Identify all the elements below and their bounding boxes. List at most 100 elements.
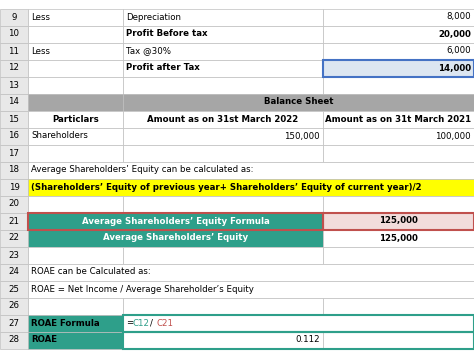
Bar bbox=[0, 94, 28, 111]
Text: 28: 28 bbox=[9, 336, 19, 345]
Text: Less: Less bbox=[31, 46, 50, 55]
Bar bbox=[323, 212, 474, 230]
Bar bbox=[28, 145, 123, 161]
Text: Profit after Tax: Profit after Tax bbox=[126, 64, 200, 72]
Bar bbox=[0, 246, 28, 263]
Text: 17: 17 bbox=[9, 149, 19, 157]
Bar bbox=[28, 111, 123, 127]
Text: Tax @30%: Tax @30% bbox=[126, 46, 171, 55]
Bar bbox=[28, 76, 123, 94]
Bar bbox=[323, 246, 474, 263]
Bar bbox=[28, 25, 123, 42]
Bar bbox=[28, 332, 123, 348]
Text: ROAE Formula: ROAE Formula bbox=[31, 318, 100, 327]
Bar bbox=[0, 230, 28, 246]
Text: Depreciation: Depreciation bbox=[126, 12, 181, 21]
Bar bbox=[0, 42, 28, 60]
Bar bbox=[123, 76, 323, 94]
Text: 25: 25 bbox=[9, 285, 19, 293]
Bar bbox=[0, 263, 28, 281]
Bar bbox=[123, 42, 323, 60]
Bar bbox=[28, 212, 323, 230]
Text: 22: 22 bbox=[9, 233, 19, 242]
Text: 24: 24 bbox=[9, 267, 19, 277]
Text: 18: 18 bbox=[9, 166, 19, 175]
Bar bbox=[123, 297, 323, 315]
Text: 19: 19 bbox=[9, 182, 19, 191]
Bar bbox=[28, 263, 474, 281]
Text: 8,000: 8,000 bbox=[447, 12, 471, 21]
Text: Amount as on 31st March 2022: Amount as on 31st March 2022 bbox=[147, 115, 299, 124]
Bar bbox=[28, 9, 123, 25]
Bar bbox=[0, 281, 28, 297]
Bar bbox=[0, 212, 28, 230]
Text: Average Shareholders’ Equity can be calculated as:: Average Shareholders’ Equity can be calc… bbox=[31, 166, 254, 175]
Text: 150,000: 150,000 bbox=[284, 131, 320, 141]
Text: ROAE = Net Income / Average Shareholder’s Equity: ROAE = Net Income / Average Shareholder’… bbox=[31, 285, 254, 293]
Bar bbox=[28, 178, 474, 196]
Text: 20,000: 20,000 bbox=[438, 30, 471, 39]
Text: 12: 12 bbox=[9, 64, 19, 72]
Text: /: / bbox=[150, 318, 153, 327]
Text: 0.112: 0.112 bbox=[295, 336, 320, 345]
Bar bbox=[323, 332, 474, 348]
Bar bbox=[323, 230, 474, 246]
Bar bbox=[123, 246, 323, 263]
Bar bbox=[123, 145, 323, 161]
Bar bbox=[28, 42, 123, 60]
Bar bbox=[28, 94, 123, 111]
Bar bbox=[0, 332, 28, 348]
Text: 9: 9 bbox=[11, 12, 17, 21]
Bar bbox=[123, 196, 323, 212]
Text: 11: 11 bbox=[9, 46, 19, 55]
Bar bbox=[323, 9, 474, 25]
Bar bbox=[323, 145, 474, 161]
Bar bbox=[28, 127, 123, 145]
Text: 14,000: 14,000 bbox=[438, 64, 471, 72]
Bar bbox=[28, 60, 123, 76]
Bar bbox=[323, 60, 474, 76]
Bar bbox=[323, 196, 474, 212]
Text: 13: 13 bbox=[9, 80, 19, 90]
Bar bbox=[28, 281, 474, 297]
Text: Average Shareholders’ Equity: Average Shareholders’ Equity bbox=[103, 233, 248, 242]
Text: =: = bbox=[126, 318, 133, 327]
Bar bbox=[123, 25, 323, 42]
Bar bbox=[0, 145, 28, 161]
Text: Amount as on 31t March 2021: Amount as on 31t March 2021 bbox=[326, 115, 472, 124]
Bar bbox=[28, 315, 123, 332]
Text: 10: 10 bbox=[9, 30, 19, 39]
Text: 14: 14 bbox=[9, 97, 19, 106]
Text: ROAE: ROAE bbox=[31, 336, 57, 345]
Bar bbox=[323, 297, 474, 315]
Bar bbox=[323, 76, 474, 94]
Text: C21: C21 bbox=[157, 318, 174, 327]
Text: 26: 26 bbox=[9, 302, 19, 311]
Bar bbox=[28, 297, 123, 315]
Bar bbox=[123, 315, 474, 332]
Bar bbox=[123, 332, 474, 348]
Bar bbox=[323, 212, 474, 230]
Bar bbox=[28, 161, 474, 178]
Bar bbox=[123, 332, 323, 348]
Bar bbox=[28, 246, 123, 263]
Text: 6,000: 6,000 bbox=[447, 46, 471, 55]
Bar bbox=[323, 42, 474, 60]
Bar bbox=[0, 297, 28, 315]
Text: 16: 16 bbox=[9, 131, 19, 141]
Text: C12: C12 bbox=[133, 318, 150, 327]
Bar bbox=[123, 94, 474, 111]
Bar bbox=[323, 60, 474, 76]
Bar bbox=[0, 111, 28, 127]
Text: Particlars: Particlars bbox=[52, 115, 99, 124]
Text: Average Shareholders’ Equity Formula: Average Shareholders’ Equity Formula bbox=[82, 216, 269, 226]
Text: (Shareholders’ Equity of previous year+ Shareholders’ Equity of current year)/2: (Shareholders’ Equity of previous year+ … bbox=[31, 182, 422, 191]
Text: 15: 15 bbox=[9, 115, 19, 124]
Bar bbox=[0, 178, 28, 196]
Bar bbox=[0, 9, 28, 25]
Bar bbox=[123, 315, 474, 332]
Bar bbox=[123, 111, 323, 127]
Text: 23: 23 bbox=[9, 251, 19, 260]
Bar bbox=[123, 9, 323, 25]
Bar bbox=[323, 25, 474, 42]
